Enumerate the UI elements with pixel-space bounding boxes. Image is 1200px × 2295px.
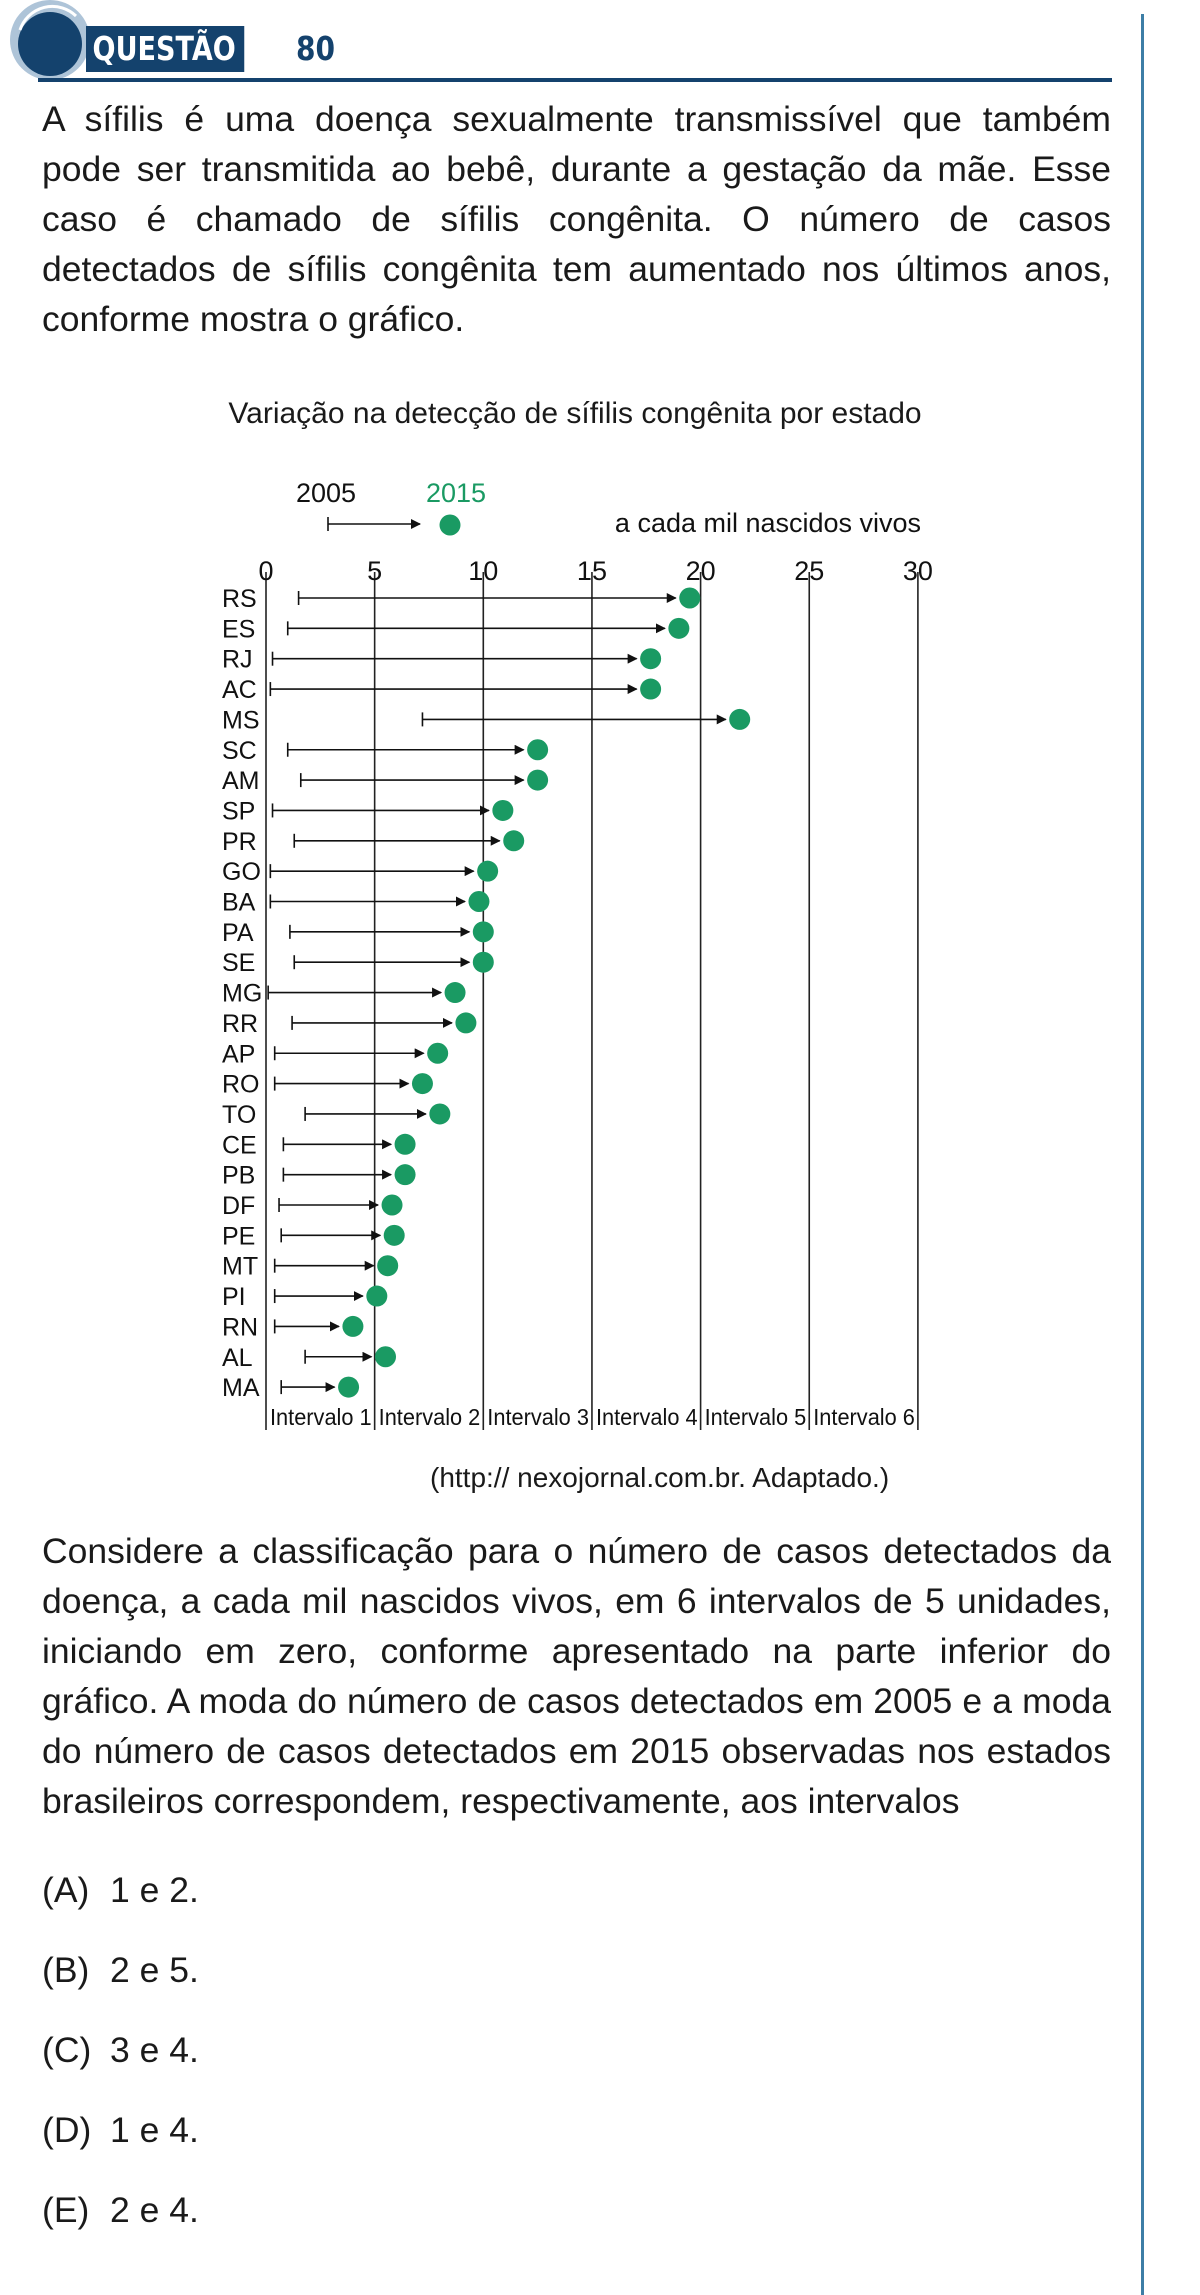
state-label: RJ <box>222 646 253 674</box>
option-text: 1 e 2. <box>110 1870 199 1910</box>
legend-end-label: 2015 <box>426 478 486 508</box>
state-label: AC <box>222 676 257 704</box>
x-tick-label: 20 <box>686 556 716 586</box>
state-label: PB <box>222 1162 255 1190</box>
state-label: SC <box>222 737 257 765</box>
dot-2015 <box>472 951 494 973</box>
state-label: RR <box>222 1010 258 1038</box>
option-text: 1 e 4. <box>110 2110 199 2150</box>
interval-label: Intervalo 6 <box>813 1404 915 1430</box>
x-tick-label: 5 <box>367 556 382 586</box>
dot-2015 <box>338 1376 360 1398</box>
dot-2015 <box>377 1255 399 1277</box>
dot-2015 <box>640 648 662 670</box>
dot-2015 <box>527 769 549 791</box>
dot-2015 <box>640 678 662 700</box>
dot-2015 <box>503 830 525 852</box>
dot-2015 <box>477 860 499 882</box>
header-rule <box>38 78 1112 82</box>
x-tick-label: 10 <box>468 556 498 586</box>
legend-start-label: 2005 <box>296 478 356 508</box>
option-letter: (A) <box>42 1870 90 1910</box>
option-d[interactable]: (D) 1 e 4. <box>42 2110 199 2151</box>
dot-2015 <box>366 1285 388 1307</box>
state-label: PI <box>222 1283 246 1311</box>
interval-label: Intervalo 1 <box>270 1404 372 1430</box>
state-label: MT <box>222 1253 258 1281</box>
state-label: GO <box>222 858 261 886</box>
dot-2015 <box>468 891 490 912</box>
dot-2015 <box>394 1133 416 1155</box>
option-text: 3 e 4. <box>110 2030 199 2070</box>
state-label: PR <box>222 828 257 856</box>
state-label: PA <box>222 919 254 947</box>
dot-2015 <box>427 1042 449 1064</box>
state-label: CE <box>222 1131 257 1159</box>
dot-2015 <box>668 617 690 639</box>
state-label: TO <box>222 1101 256 1129</box>
interval-label: Intervalo 2 <box>379 1404 481 1430</box>
legend-unit: a cada mil nascidos vivos <box>615 508 921 538</box>
state-label: PE <box>222 1222 255 1250</box>
option-letter: (C) <box>42 2030 92 2070</box>
state-label: RN <box>222 1313 258 1341</box>
x-tick-label: 15 <box>577 556 607 586</box>
question-paragraph: Considere a classificação para o número … <box>42 1531 1111 1821</box>
state-label: SP <box>222 797 255 825</box>
state-label: MG <box>222 980 262 1008</box>
option-letter: (B) <box>42 1950 90 1990</box>
interval-label: Intervalo 4 <box>596 1404 698 1430</box>
x-tick-label: 30 <box>903 556 933 586</box>
state-label: AL <box>222 1344 253 1372</box>
dot-2015 <box>472 921 494 943</box>
chart-source: (http:// nexojornal.com.br. Adaptado.) <box>430 1462 890 1493</box>
dot-2015 <box>729 708 751 730</box>
dot-2015 <box>411 1073 433 1095</box>
option-letter: (D) <box>42 2110 92 2150</box>
dot-2015 <box>383 1224 405 1246</box>
interval-label: Intervalo 5 <box>705 1404 807 1430</box>
state-label: MS <box>222 706 260 734</box>
chart-title: Variação na detecção de sífilis congênit… <box>228 397 922 430</box>
dot-2015 <box>679 587 701 609</box>
question-logo-icon <box>10 0 88 80</box>
dot-2015 <box>527 739 549 761</box>
dot-2015 <box>444 982 466 1004</box>
state-label: DF <box>222 1192 255 1220</box>
interval-label: Intervalo 3 <box>487 1404 589 1430</box>
state-label: ES <box>222 615 255 643</box>
state-label: RO <box>222 1071 260 1099</box>
dot-2015 <box>394 1164 416 1186</box>
state-label: AM <box>222 767 260 795</box>
option-text: 2 e 5. <box>110 1950 199 1990</box>
state-label: MA <box>222 1374 260 1402</box>
state-label: AP <box>222 1040 255 1068</box>
option-b[interactable]: (B) 2 e 5. <box>42 1950 199 1991</box>
dot-2015 <box>429 1103 451 1125</box>
dot-2015 <box>455 1012 477 1034</box>
option-e[interactable]: (E) 2 e 4. <box>42 2190 199 2231</box>
dot-2015 <box>342 1315 364 1337</box>
question-label: QUESTÃO <box>86 26 245 72</box>
dot-2015 <box>381 1194 403 1216</box>
legend-dot <box>439 514 461 536</box>
option-c[interactable]: (C) 3 e 4. <box>42 2030 199 2071</box>
intro-paragraph: A sífilis é uma doença sexualmente trans… <box>42 99 1111 339</box>
option-text: 2 e 4. <box>110 2190 199 2230</box>
state-label: BA <box>222 889 256 917</box>
dot-2015 <box>375 1346 397 1368</box>
option-a[interactable]: (A) 1 e 2. <box>42 1870 199 1911</box>
page-right-rule <box>1141 14 1144 2295</box>
x-tick-label: 25 <box>794 556 824 586</box>
option-letter: (E) <box>42 2190 90 2230</box>
state-label: SE <box>222 949 255 977</box>
dot-2015 <box>492 799 514 821</box>
state-label: RS <box>222 585 257 613</box>
question-number: 80 <box>296 29 336 68</box>
x-tick-label: 0 <box>258 556 273 586</box>
